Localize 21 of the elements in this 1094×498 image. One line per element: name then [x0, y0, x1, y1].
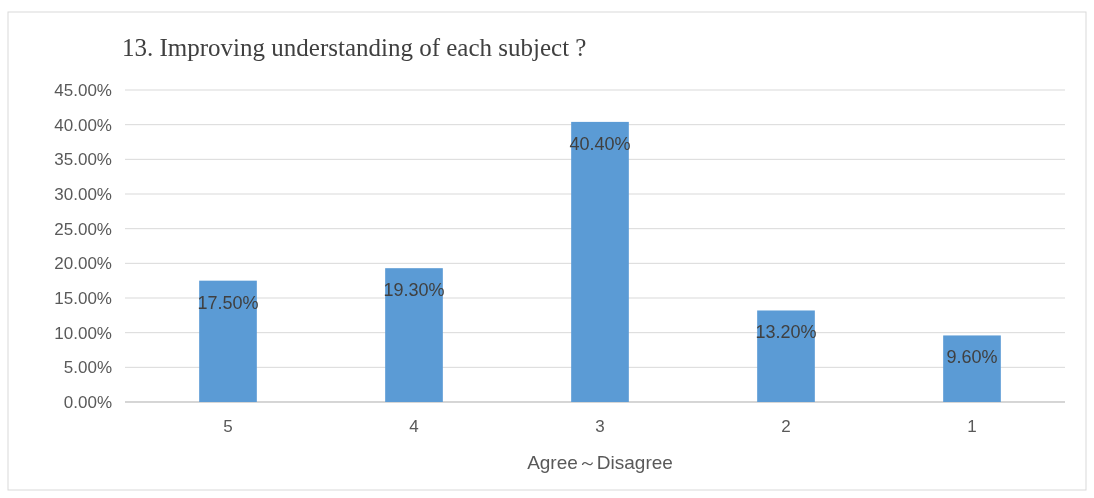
x-tick-label: 3 — [595, 417, 605, 436]
x-tick-label: 2 — [781, 417, 791, 436]
y-tick-label: 40.00% — [54, 115, 112, 135]
data-label: 9.60% — [946, 347, 998, 368]
y-tick-label: 10.00% — [54, 323, 112, 343]
y-tick-label: 15.00% — [54, 288, 112, 308]
x-tick-label: 1 — [967, 417, 977, 436]
bar — [943, 335, 1001, 402]
x-tick-label: 5 — [223, 417, 233, 436]
chart-title: 13. Improving understanding of each subject ? — [122, 34, 587, 61]
x-axis-title: Agree～Disagree — [527, 452, 673, 473]
y-tick-label: 5.00% — [63, 358, 112, 378]
bar — [385, 268, 443, 402]
x-tick-label: 4 — [409, 417, 419, 436]
y-tick-label: 30.00% — [54, 184, 112, 204]
y-tick-label: 20.00% — [54, 254, 112, 274]
y-tick-label: 0.00% — [63, 392, 112, 412]
y-tick-label: 25.00% — [54, 219, 112, 239]
bar — [571, 121, 629, 402]
y-tick-label: 35.00% — [54, 150, 112, 170]
y-tick-label: 45.00% — [54, 80, 112, 100]
